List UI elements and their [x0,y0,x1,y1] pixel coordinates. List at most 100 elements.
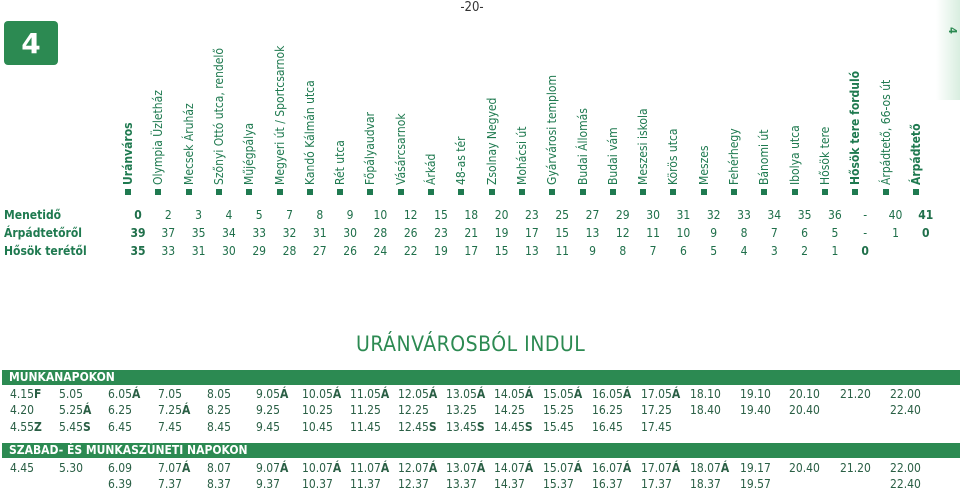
departure-time-value: 18.40 [690,403,721,417]
departure-note-mark: Á [524,461,534,475]
departure-time: 6.25 [108,403,132,417]
departure-time: 7.25Á [158,403,190,417]
departure-time: 14.07Á [494,461,533,475]
departure-time-value: 10.05 [302,387,333,401]
departure-time-value: 7.25 [158,403,183,417]
travel-minutes: 3 [195,208,203,222]
departure-time: 11.25 [350,403,381,417]
departure-time-value: 15.05 [543,387,574,401]
departure-note-mark: Á [280,461,289,475]
departure-time: 8.07 [207,461,231,475]
departure-time-value: 12.37 [398,477,429,491]
departure-time-value: 22.40 [890,477,921,491]
stop-name: Ibolya utca [788,125,802,195]
stop-name: Árpádtető, 66-os út [879,80,893,195]
travel-minutes: 33 [737,208,751,222]
travel-minutes: 7 [770,226,778,240]
departure-time-value: 14.45 [494,420,525,434]
departure-time: 12.45S [398,420,437,434]
departure-time-value: 13.37 [446,477,477,491]
departure-time: 20.10 [789,387,820,401]
route-number-badge: 4 [4,21,58,65]
travel-minutes: 21 [464,226,479,240]
departure-time-value: 8.45 [207,420,232,434]
departure-time: 18.10 [690,387,721,401]
departure-time-value: 9.45 [256,420,281,434]
travel-minutes: 19 [434,244,448,258]
travel-minutes: 26 [343,244,357,258]
departure-time: 22.40 [890,403,921,417]
travel-minutes: 15 [555,226,570,240]
departure-time: 19.17 [740,461,771,475]
departure-time: 16.25 [592,403,623,417]
departure-time: 15.25 [543,403,574,417]
departure-time: 6.39 [108,477,132,491]
departure-time-value: 11.05 [350,387,381,401]
departure-time-value: 8.25 [207,403,232,417]
travel-minutes: 39 [130,226,146,240]
stop-name: Gyárvárosi templom [545,75,559,195]
travel-minutes: 33 [252,226,267,240]
travel-minutes: 35 [130,244,146,258]
departure-time: 19.57 [740,477,771,491]
travel-minutes: 9 [710,226,718,240]
departure-time: 7.07Á [158,461,190,475]
departure-time: 20.40 [789,461,820,475]
departure-time-value: 19.17 [740,461,771,475]
departure-time: 9.45 [256,420,280,434]
departure-time-value: 8.05 [207,387,232,401]
travel-minutes: 11 [555,244,570,258]
departure-time-value: 12.07 [398,461,429,475]
travel-minutes: 30 [222,244,236,258]
departure-time-value: 7.37 [158,477,183,491]
departure-time-value: 4.20 [10,403,35,417]
departure-time: 15.07Á [543,461,582,475]
departure-time-value: 12.25 [398,403,429,417]
page-number: -20- [460,0,484,15]
departure-time: 9.05Á [256,387,288,401]
departure-time: 7.05 [158,387,182,401]
stop-name: 48-as tér [454,136,468,195]
departure-time-value: 22.00 [890,387,921,401]
departure-time-value: 21.20 [840,461,871,475]
departure-time-value: 12.05 [398,387,429,401]
travel-minutes: 12 [403,208,418,222]
departure-time-value: 14.07 [494,461,525,475]
travel-minutes: 10 [373,208,388,222]
stop-name: Árpádtető [909,124,923,196]
stop-name: Főpályaudvar [363,112,377,195]
departure-time: 6.09 [108,461,132,475]
travel-minutes: 9 [346,208,354,222]
departure-time: 5.45S [59,420,91,434]
departure-time: 10.25 [302,403,333,417]
departure-time-value: 13.07 [446,461,477,475]
departure-time: 5.25Á [59,403,91,417]
departure-time: 8.37 [207,477,231,491]
departure-time: 12.25 [398,403,429,417]
travel-minutes: 7 [286,208,293,222]
departure-time-value: 5.45 [59,420,84,434]
departure-time-value: 22.00 [890,461,921,475]
travel-minutes: 0 [861,244,869,258]
departure-note-mark: S [524,420,533,434]
travel-minutes: 0 [134,208,142,222]
departure-time: 18.40 [690,403,721,417]
travel-minutes: 20 [494,208,509,222]
travel-minutes: 22 [403,244,418,258]
travel-minutes: 1 [892,226,899,240]
travel-minutes: 2 [164,208,172,222]
departure-time: 7.37 [158,477,182,491]
departure-time: 11.05Á [350,387,389,401]
departure-time-value: 8.37 [207,477,232,491]
departure-time: 6.45 [108,420,132,434]
departure-time-value: 11.37 [350,477,381,491]
departure-time-value: 11.07 [350,461,381,475]
departure-time-value: 20.40 [789,461,820,475]
departure-note-mark: Á [428,461,438,475]
departure-note-mark: Á [622,461,632,475]
departure-time-value: 6.25 [108,403,133,417]
timetable-title: URÁNVÁROSBÓL INDUL [356,332,586,356]
departure-time-value: 6.05 [108,387,133,401]
travel-minutes: 27 [585,208,600,222]
travel-minutes: 3 [770,244,778,258]
